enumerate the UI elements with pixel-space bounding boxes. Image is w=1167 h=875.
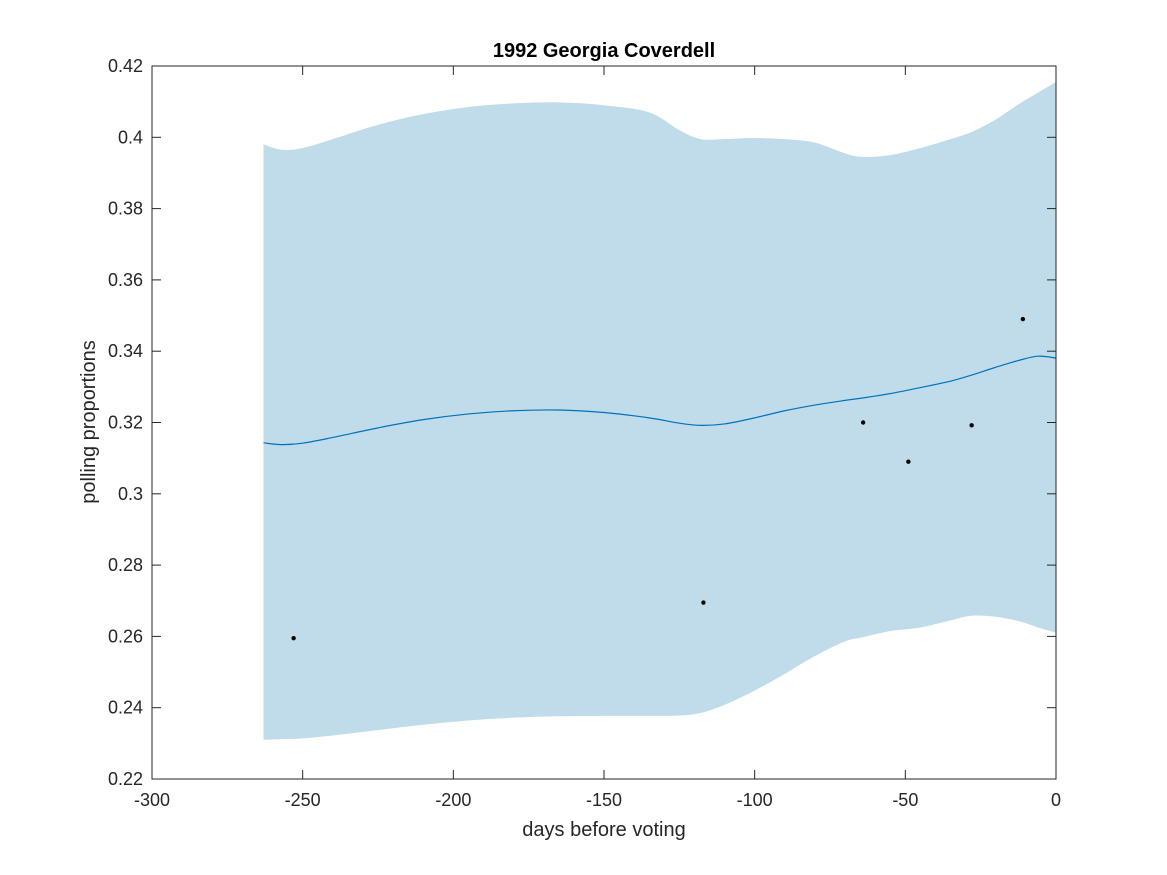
y-tick-label: 0.24 — [108, 698, 143, 718]
x-tick-label: -100 — [737, 790, 773, 810]
y-tick-label: 0.26 — [108, 626, 143, 646]
y-tick-label: 0.22 — [108, 769, 143, 789]
confidence-band — [263, 82, 1056, 740]
x-tick-label: -300 — [134, 790, 170, 810]
x-tick-label: 0 — [1051, 790, 1061, 810]
chart-title: 1992 Georgia Coverdell — [493, 40, 715, 62]
x-tick-label: -150 — [586, 790, 622, 810]
y-tick-label: 0.4 — [118, 127, 143, 147]
y-tick-label: 0.42 — [108, 56, 143, 76]
x-tick-label: -250 — [285, 790, 321, 810]
axes: -300 -250 -200 -150 -100 -50 0 0.22 0.24 0.26 0.28… — [108, 56, 1061, 810]
data-points — [291, 316, 1026, 641]
y-axis-label: polling proportions — [78, 340, 100, 503]
y-tick-label: 0.38 — [108, 199, 143, 219]
y-tick-label: 0.32 — [108, 413, 143, 433]
mean-line — [263, 355, 1057, 446]
data-point — [906, 459, 911, 464]
data-point — [1020, 316, 1026, 322]
x-tick-label: -200 — [435, 790, 471, 810]
y-tick-label: 0.28 — [108, 555, 143, 575]
plot-area: -300 -250 -200 -150 -100 -50 0 0.22 0.24 0.26 0.28… — [108, 56, 1061, 810]
y-tick-label: 0.34 — [108, 341, 143, 361]
x-axis-label: days before voting — [522, 819, 685, 841]
x-tick-label: -50 — [892, 790, 918, 810]
data-point — [969, 423, 974, 428]
data-point — [701, 600, 706, 605]
y-tick-label: 0.36 — [108, 270, 143, 290]
y-tick-label: 0.3 — [118, 484, 143, 504]
data-point — [291, 635, 296, 641]
data-point — [860, 420, 866, 425]
